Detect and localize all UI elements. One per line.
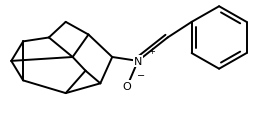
Text: N: N bbox=[134, 56, 142, 66]
Text: O: O bbox=[123, 82, 131, 91]
Text: +: + bbox=[148, 47, 155, 56]
Text: −: − bbox=[137, 71, 145, 81]
